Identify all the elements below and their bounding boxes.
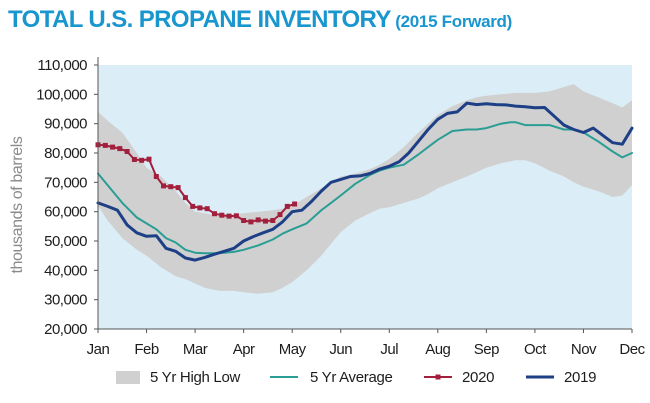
- point-2020: [139, 157, 145, 163]
- line-five-year-average: [97, 121, 633, 255]
- legend-label: 2019: [564, 369, 596, 386]
- axes-layer: 20,000 30,000 40,000 50,000 60,000 70,000 80,0…: [36, 57, 646, 358]
- point-2020: [284, 203, 290, 209]
- point-2020: [233, 213, 239, 219]
- line-2019: [96, 101, 634, 262]
- point-2020: [226, 213, 232, 219]
- y-tick-label: 100,000: [36, 86, 87, 103]
- y-tick-label: 80,000: [44, 145, 87, 162]
- point-2020: [182, 195, 188, 201]
- point-2020: [131, 157, 137, 162]
- y-tick-label: 70,000: [44, 174, 87, 191]
- line-2020: [97, 143, 296, 223]
- point-2020: [175, 185, 181, 191]
- point-2020: [248, 219, 254, 225]
- chart-title: TOTAL U.S. PROPANE INVENTORY: [8, 6, 391, 33]
- point-2020: [190, 203, 196, 209]
- x-tick-label: Oct: [524, 341, 547, 358]
- point-2020: [204, 206, 210, 212]
- point-2020: [255, 217, 261, 223]
- x-tick-label: Jan: [87, 341, 110, 358]
- band-five-year-high-low: [98, 84, 632, 294]
- y-tick-label: 50,000: [44, 233, 87, 250]
- x-tick-label: Jul: [380, 341, 398, 358]
- chart-subtitle: (2015 Forward): [395, 12, 512, 31]
- x-tick-label: Mar: [183, 341, 208, 358]
- x-tick-label: Dec: [619, 341, 645, 358]
- y-tick-label: 60,000: [44, 204, 87, 221]
- point-2020: [161, 183, 166, 189]
- point-2020: [219, 212, 225, 218]
- y-axis-label: thousands of barrels: [9, 136, 26, 273]
- x-tick-label: Apr: [233, 341, 255, 358]
- series-2019-layer: [96, 101, 634, 262]
- point-2020: [292, 201, 298, 207]
- y-tick-label: 40,000: [44, 262, 87, 279]
- y-tick-label: 20,000: [44, 321, 87, 338]
- x-tick-label: Nov: [571, 341, 597, 358]
- point-2020: [117, 146, 123, 152]
- point-2020: [212, 211, 217, 217]
- point-2020: [197, 205, 203, 211]
- legend-swatch-high-low: [116, 371, 140, 384]
- point-2020: [241, 218, 247, 223]
- x-tick-label: Sep: [474, 341, 499, 358]
- x-tick-label: Jun: [329, 341, 352, 358]
- legend-label: 5 Yr Average: [310, 369, 393, 386]
- high-low-band-layer: [98, 84, 632, 294]
- y-tick-label: 110,000: [37, 57, 87, 74]
- x-tick-label: Feb: [134, 341, 159, 358]
- point-2020: [168, 184, 174, 190]
- chart-title-block: TOTAL U.S. PROPANE INVENTORY (2015 Forwa…: [8, 6, 512, 34]
- point-2020: [270, 218, 276, 223]
- point-2020: [277, 212, 283, 218]
- point-2020: [146, 156, 152, 162]
- point-2020: [153, 174, 159, 179]
- x-tick-label: May: [279, 341, 307, 358]
- point-2020: [263, 218, 268, 224]
- legend: 5 Yr High Low 5 Yr Average 2020 2019: [116, 369, 596, 386]
- series-2020-layer: [95, 142, 298, 225]
- legend-swatch-marker: [435, 374, 441, 380]
- five-year-average-layer: [97, 121, 633, 255]
- point-2020: [102, 142, 108, 148]
- legend-label: 2020: [462, 369, 494, 386]
- y-tick-label: 90,000: [44, 116, 87, 133]
- x-tick-label: Aug: [425, 341, 450, 358]
- legend-label: 5 Yr High Low: [150, 369, 241, 386]
- point-2020: [124, 149, 130, 154]
- y-tick-label: 30,000: [44, 292, 87, 309]
- point-2020: [110, 144, 116, 150]
